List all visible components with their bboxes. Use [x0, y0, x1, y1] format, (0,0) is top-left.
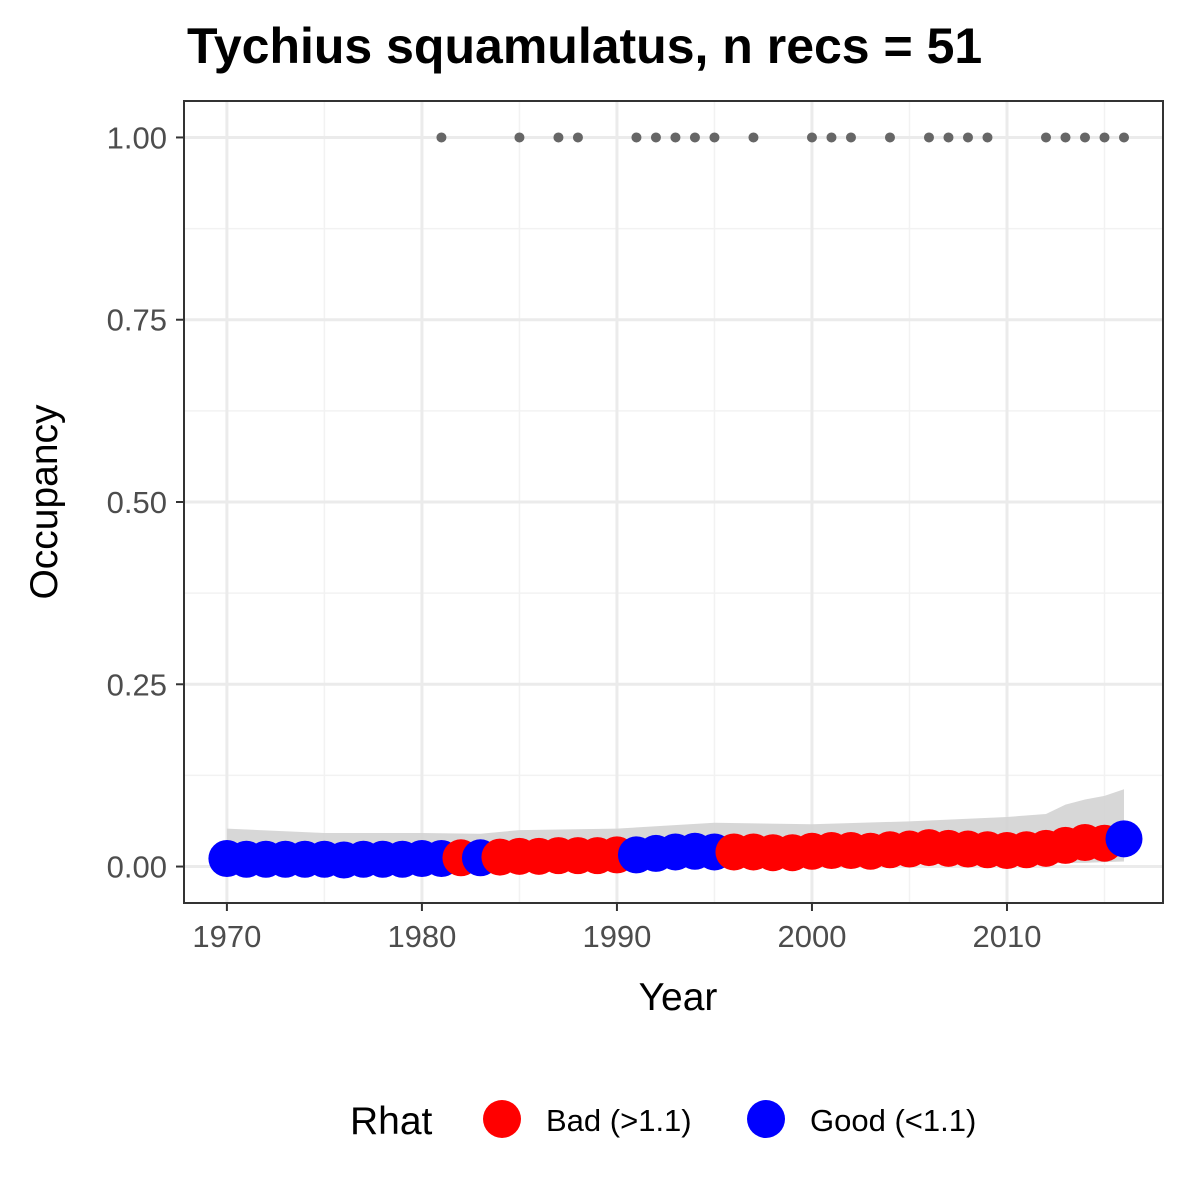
- record-point: [943, 132, 954, 143]
- record-point: [884, 132, 895, 143]
- occupancy-point: [1105, 820, 1143, 858]
- chart-title: Tychius squamulatus, n recs = 51: [187, 18, 982, 74]
- x-tick-label: 1980: [387, 919, 456, 954]
- records-layer: [436, 132, 1129, 143]
- record-point: [650, 132, 661, 143]
- record-point: [1040, 132, 1051, 143]
- record-point: [845, 132, 856, 143]
- record-point: [923, 132, 934, 143]
- y-tick-label: 0.50: [107, 485, 167, 520]
- legend-label-good: Good (<1.1): [810, 1103, 976, 1138]
- legend: Rhat Bad (>1.1) Good (<1.1): [350, 1100, 976, 1143]
- y-tick-label: 0.00: [107, 850, 167, 885]
- record-point: [1099, 132, 1110, 143]
- record-point: [670, 132, 681, 143]
- record-point: [436, 132, 447, 143]
- record-point: [631, 132, 642, 143]
- record-point: [1079, 132, 1090, 143]
- record-point: [553, 132, 564, 143]
- record-point: [514, 132, 525, 143]
- record-point: [1060, 132, 1071, 143]
- record-point: [826, 132, 837, 143]
- record-point: [689, 132, 700, 143]
- x-tick-label: 2000: [777, 919, 846, 954]
- record-point: [982, 132, 993, 143]
- x-tick-label: 1990: [582, 919, 651, 954]
- record-point: [1118, 132, 1129, 143]
- record-point: [709, 132, 720, 143]
- x-axis-title: Year: [639, 976, 718, 1019]
- legend-label-bad: Bad (>1.1): [546, 1103, 692, 1138]
- legend-title: Rhat: [350, 1100, 433, 1143]
- y-axis: 0.00 0.25 0.50 0.75 1.00: [107, 120, 184, 885]
- record-point: [806, 132, 817, 143]
- x-tick-label: 1970: [192, 919, 261, 954]
- occupancy-points-layer: [208, 820, 1143, 879]
- legend-swatch-good: [747, 1100, 785, 1138]
- y-tick-label: 1.00: [107, 120, 167, 155]
- record-point: [962, 132, 973, 143]
- x-tick-label: 2010: [972, 919, 1041, 954]
- y-tick-label: 0.75: [107, 303, 167, 338]
- y-tick-label: 0.25: [107, 667, 167, 702]
- y-axis-title: Occupancy: [23, 404, 66, 600]
- legend-swatch-bad: [483, 1100, 521, 1138]
- x-axis: 1970 1980 1990 2000 2010: [192, 903, 1041, 954]
- record-point: [748, 132, 759, 143]
- record-point: [572, 132, 583, 143]
